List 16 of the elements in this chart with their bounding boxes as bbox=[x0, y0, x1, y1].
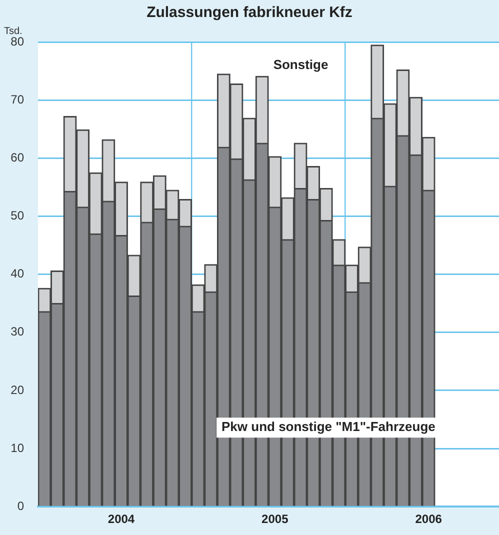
y-tick-label: 20 bbox=[10, 382, 24, 397]
y-axis-title: Tsd. bbox=[4, 26, 22, 37]
series-label: Sonstige bbox=[273, 56, 328, 72]
y-tick-label: 80 bbox=[10, 34, 24, 48]
x-tick-label: 2005 bbox=[262, 512, 289, 526]
y-tick-label: 60 bbox=[10, 150, 24, 164]
y-tick-label: 70 bbox=[10, 92, 24, 106]
y-tick-label: 0 bbox=[17, 498, 24, 513]
x-tick-label: 2006 bbox=[415, 512, 442, 526]
chart-title: Zulassungen fabrikneuer Kfz bbox=[146, 4, 352, 22]
x-tick-label: 2004 bbox=[108, 512, 135, 526]
y-tick-label: 30 bbox=[10, 324, 24, 339]
series-label: Pkw und sonstige "M1"-Fahrzeuge bbox=[222, 419, 436, 434]
y-tick-label: 50 bbox=[10, 208, 24, 223]
y-tick-label: 10 bbox=[10, 440, 24, 455]
y-tick-label: 40 bbox=[10, 266, 24, 281]
